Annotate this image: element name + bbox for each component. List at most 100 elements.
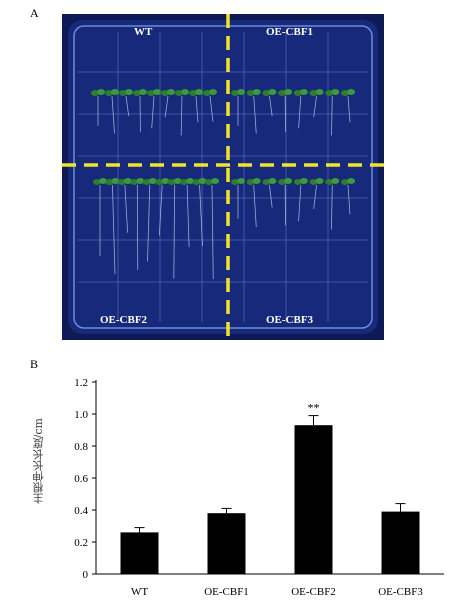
bar	[120, 532, 159, 574]
x-tick-label: OE-CBF1	[204, 586, 249, 598]
plate-label-oe-cbf2: OE-CBF2	[100, 314, 148, 326]
seedling-leaf	[341, 90, 349, 96]
y-tick-label: 0	[83, 569, 89, 581]
seedling-root	[111, 95, 115, 134]
seedling-leaf	[148, 178, 157, 184]
y-tick-label: 0.6	[74, 473, 88, 485]
seedling-leaf	[205, 179, 213, 185]
seedling-root	[211, 184, 214, 280]
seedling-leaf	[167, 179, 176, 185]
y-tick-label: 0.2	[74, 537, 88, 549]
bar	[207, 513, 246, 574]
seedling-leaf	[315, 178, 324, 184]
seedling-leaf	[105, 179, 114, 185]
seedling-leaf	[111, 89, 119, 95]
bar	[381, 511, 420, 574]
plate-label-oe-cbf3: OE-CBF3	[266, 314, 314, 326]
petri-plate-image	[62, 14, 384, 340]
seedling-leaf	[347, 178, 355, 184]
y-tick-label: 1.2	[74, 377, 88, 389]
seedling-leaf	[139, 89, 147, 95]
seedling-root	[209, 95, 214, 122]
seedling-leaf	[125, 89, 133, 95]
seedling-root	[124, 184, 129, 233]
seedling-root	[331, 184, 333, 230]
seedling-root	[331, 95, 333, 136]
seedling-leaf	[284, 89, 293, 95]
seedling-leaf	[347, 89, 355, 95]
plate-inner-rim	[73, 25, 373, 329]
seedling-leaf	[278, 179, 287, 185]
seedling-root	[180, 95, 183, 136]
seedling-leaf	[262, 90, 271, 96]
seedling-leaf	[123, 178, 132, 184]
seedling-leaf	[209, 89, 217, 95]
seedling-leaf	[195, 89, 203, 95]
seedling-root	[125, 95, 130, 117]
seedling-leaf	[268, 89, 277, 95]
petri-plate-photo: WT OE-CBF1 OE-CBF2 OE-CBF3	[62, 14, 384, 340]
seedling-leaf	[153, 89, 161, 95]
seedling-leaf	[203, 90, 211, 96]
bar-chart: 0 0.2 0.4 0.6 0.8 1.0 1.2 WT OE-CBF1 ** OE-CBF2 OE-…	[0, 368, 464, 605]
panel-a-label: A	[30, 6, 39, 20]
bar-chart-svg: 0 0.2 0.4 0.6 0.8 1.0 1.2 WT OE-CBF1 ** OE-CBF2 OE-…	[74, 377, 444, 598]
seedlings	[91, 89, 355, 280]
seedling-leaf	[142, 179, 151, 185]
seedling-leaf	[119, 90, 127, 96]
seedling-leaf	[309, 179, 318, 185]
seedling-root	[253, 184, 257, 228]
seedling-leaf	[147, 90, 155, 96]
seedling-leaf	[293, 90, 302, 96]
seedling-leaf	[252, 178, 261, 184]
seedling-leaf	[325, 90, 334, 96]
seedling-leaf	[180, 179, 189, 185]
seedling-leaf	[268, 178, 277, 184]
seedling-leaf	[341, 179, 349, 185]
seedling-leaf	[133, 90, 141, 96]
seedling-root	[347, 95, 351, 123]
seedling-leaf	[252, 89, 261, 95]
seedling-leaf	[105, 90, 113, 96]
seedling-leaf	[299, 89, 308, 95]
seedling-leaf	[189, 90, 197, 96]
seedling-leaf	[136, 178, 145, 184]
seedling-root	[313, 95, 317, 118]
seedling-leaf	[111, 178, 120, 184]
seedling-leaf	[130, 179, 139, 185]
seedling-root	[298, 95, 302, 129]
seedling-root	[253, 95, 257, 134]
seedling-leaf	[278, 90, 287, 96]
seedling-leaf	[231, 90, 239, 96]
seedling-leaf	[237, 89, 245, 95]
seedling-leaf	[211, 178, 219, 184]
seedling-leaf	[299, 178, 308, 184]
plate-grid	[78, 32, 368, 322]
seedling-leaf	[173, 178, 182, 184]
seedling-leaf	[198, 178, 207, 184]
seedling-root	[151, 95, 155, 129]
seedling-leaf	[91, 90, 99, 96]
x-tick-label: OE-CBF3	[378, 586, 423, 598]
seedling-leaf	[161, 178, 170, 184]
seedling-root	[269, 95, 273, 117]
seedling-root	[164, 95, 169, 118]
seedling-leaf	[237, 178, 245, 184]
bar	[294, 425, 333, 574]
seedling-leaf	[93, 179, 101, 185]
seedling-root	[147, 184, 151, 262]
seedling-root	[186, 184, 190, 248]
seedling-leaf	[186, 178, 195, 184]
seedling-leaf	[331, 89, 340, 95]
seedling-leaf	[315, 89, 324, 95]
seedling-root	[112, 184, 116, 274]
seedling-leaf	[161, 90, 169, 96]
seedling-root	[199, 184, 203, 246]
seedling-leaf	[309, 90, 318, 96]
plate-label-wt: WT	[134, 26, 153, 38]
seedling-leaf	[246, 179, 255, 185]
y-tick-label: 0.8	[74, 441, 88, 453]
seedling-leaf	[262, 179, 271, 185]
seedling-leaf	[155, 179, 164, 185]
seedling-leaf	[97, 89, 105, 95]
